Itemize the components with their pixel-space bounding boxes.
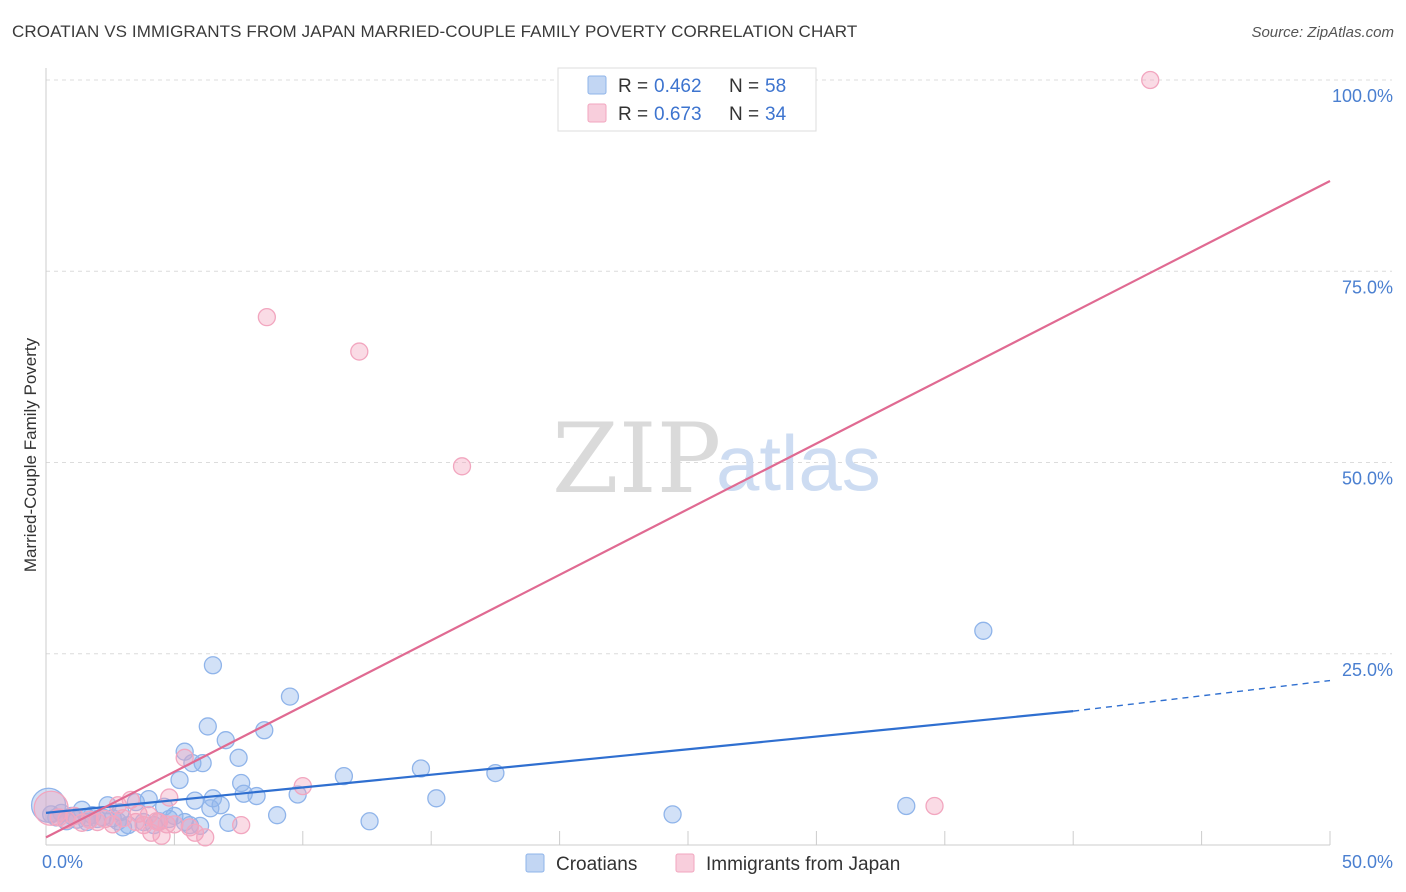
watermark: ZIP atlas [552,403,881,515]
croatians-point [211,796,230,815]
japan-point [257,307,276,327]
japan-point [160,788,179,807]
bottom-legend-croatians: Croatians [556,854,637,875]
grid-lines [46,79,1392,655]
trend-lines [45,180,1331,839]
japan-point [925,796,944,816]
tick-labels: 25.0% 50.0% 75.0% 100.0% 0.0% 50.0% [42,86,1393,872]
legend-n-value: 58 [765,76,786,97]
croatians-point [897,796,916,816]
trend-line-japan [45,180,1331,839]
legend: R = 0.462 N = 58 R = 0.673 N = 34 [557,67,817,132]
watermark-zip: ZIP [552,403,721,515]
japan-point [157,815,176,834]
trend-line-croatians [45,710,1074,814]
japan-point [103,815,122,834]
chart-title: CROATIAN VS IMMIGRANTS FROM JAPAN MARRIE… [12,22,858,41]
y-tick-label: 25.0% [1342,660,1393,680]
legend-swatch-croatians [587,75,607,95]
croatians-point [139,789,158,809]
japan-point [180,818,199,837]
trend-line-croatians-extension [1073,679,1331,712]
watermark-atlas: atlas [716,419,881,507]
croatians-point [229,748,248,767]
y-tick-label: 100.0% [1332,86,1393,106]
x-tick-label: 50.0% [1342,852,1393,872]
japan-point [350,342,369,361]
japan-point [196,828,215,847]
legend-r-label: R = [618,76,648,97]
legend-swatch-japan [587,103,607,123]
legend-r-label: R = [618,104,648,125]
legend-n-label: N = [729,104,759,125]
japan-point [1141,70,1160,90]
japan-point [165,815,184,834]
bottom-legend-japan: Immigrants from Japan [706,854,900,875]
japan-point [185,823,205,842]
japan-point [33,790,69,826]
croatians-point [974,621,993,640]
japan-point [452,457,472,476]
y-axis-label: Married-Couple Family Poverty [21,337,40,572]
croatians-point [198,717,217,736]
croatians-point [360,812,379,831]
croatians-point [280,687,300,706]
legend-r-value: 0.673 [654,104,702,125]
japan-point [152,826,171,845]
series-immigrants-from-japan [33,70,1160,847]
source-label: Source: ZipAtlas.com [1251,24,1394,41]
legend-r-value: 0.462 [654,76,702,97]
croatians-point [185,791,205,810]
croatians-point [663,805,682,824]
bottom-legend-swatch-croatians [525,853,545,873]
croatians-point [232,773,251,793]
croatians-point [170,770,189,790]
y-tick-label: 50.0% [1342,469,1393,489]
japan-point [232,815,251,835]
bottom-legend-swatch-japan [675,853,695,873]
croatians-point [255,721,274,740]
croatians-point [427,789,446,808]
y-tick-label: 75.0% [1342,277,1393,297]
croatians-point [267,806,287,825]
croatians-point [334,767,354,786]
x-tick-label: 0.0% [42,852,83,872]
legend-n-value: 34 [765,104,787,125]
bottom-legend: Croatians Immigrants from Japan [525,853,900,875]
croatians-point [203,656,223,675]
croatians-point [411,759,431,778]
legend-n-label: N = [729,76,759,97]
croatians-point [247,786,266,806]
